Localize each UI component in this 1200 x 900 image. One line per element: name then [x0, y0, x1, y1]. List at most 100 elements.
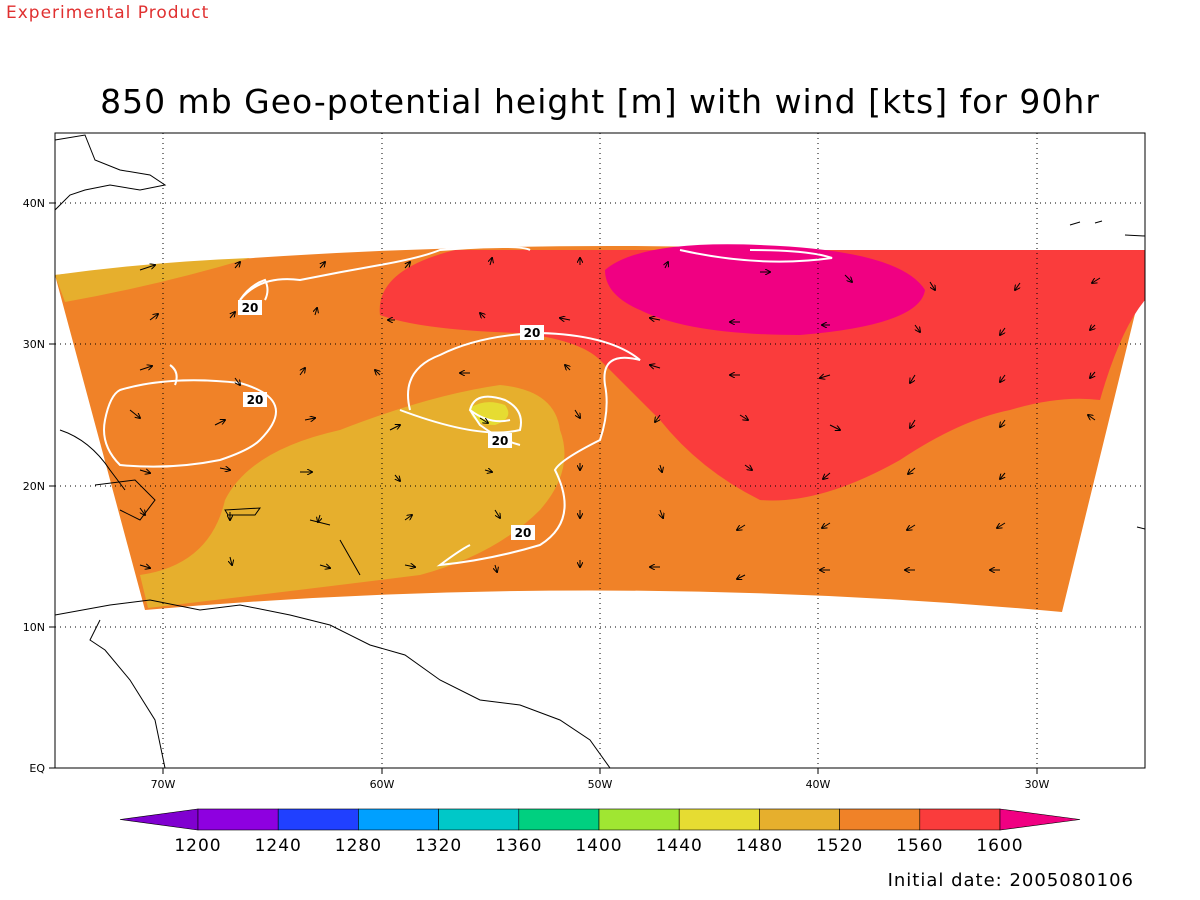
colorbar-swatch	[438, 808, 520, 831]
height-field-1600	[379, 250, 1145, 501]
wind-arrow	[495, 564, 497, 572]
wind-arrow	[660, 509, 663, 518]
colorbar-swatch	[197, 808, 279, 831]
wind-arrow	[389, 425, 400, 431]
wind-arrow	[997, 522, 1006, 528]
wind-vectors	[129, 258, 1101, 579]
colorbar-level-label: 1400	[575, 836, 622, 856]
colorbar-arrow-low	[119, 808, 199, 831]
lon-tick-label: 60W	[370, 778, 395, 791]
wind-arrow	[299, 368, 305, 376]
wind-arrow	[484, 470, 492, 472]
wind-arrow	[565, 365, 570, 370]
wind-arrow	[1088, 415, 1096, 421]
wind-arrow	[139, 470, 150, 473]
wind-arrow	[1090, 325, 1095, 330]
wind-arrow	[650, 318, 661, 320]
wind-arrow	[480, 313, 485, 318]
coast-caribbean-islands	[59, 429, 361, 576]
colorbar-swatch	[759, 808, 840, 831]
wind-arrow	[650, 365, 661, 368]
lon-tick-label: 70W	[151, 778, 176, 791]
wind-arrow	[914, 324, 920, 332]
wind-arrow	[1000, 374, 1006, 382]
wind-arrow	[1092, 277, 1101, 283]
wind-arrow	[214, 420, 225, 426]
colorbar: 1200 1240 1280 1320 1360 1400 1440 1480 1520 1560…	[119, 808, 1081, 856]
wind-arrow	[907, 524, 916, 530]
wind-arrow	[1000, 327, 1006, 335]
wind-arrow	[494, 509, 500, 518]
wind-arrow	[908, 467, 916, 474]
wind-arrow	[910, 419, 916, 428]
colorbar-level-label: 1480	[736, 836, 783, 856]
wind-arrow	[744, 464, 752, 470]
wind-arrow	[823, 472, 831, 479]
coastlines	[55, 134, 1145, 768]
wind-arrow	[655, 414, 661, 422]
lat-tick-label: 40N	[23, 197, 45, 210]
colorbar-arrow-high	[999, 808, 1081, 831]
lon-tick-label: 30W	[1025, 778, 1050, 791]
wind-arrow	[829, 424, 840, 430]
wind-arrow	[129, 409, 140, 418]
colorbar-level-label: 1440	[656, 836, 703, 856]
wind-arrow	[304, 418, 315, 420]
wind-arrow	[230, 312, 235, 319]
colorbar-level-label: 1360	[495, 836, 542, 856]
wind-arrow	[844, 274, 852, 282]
contour-label-group: 20 20 20 20 20	[238, 300, 544, 540]
lat-tick-label: 20N	[23, 480, 45, 493]
wind-arrow	[235, 262, 240, 269]
colorbar-swatch	[358, 808, 439, 831]
coast-north-america	[55, 134, 167, 211]
wind-arrow	[375, 370, 380, 375]
axis-ticks	[49, 202, 1038, 774]
lat-lon-grid	[55, 133, 1145, 768]
wind-arrow	[404, 565, 415, 567]
wind-arrow	[234, 377, 240, 385]
lat-tick-label: 30N	[23, 338, 45, 351]
product-label: Experimental Product	[6, 3, 210, 23]
wind-arrow	[319, 565, 330, 568]
height-field-1640	[605, 244, 925, 335]
colorbar-swatch	[598, 808, 680, 831]
wind-arrow	[404, 515, 412, 521]
map-plot-area: 20 20 20 20 20	[55, 133, 1145, 768]
wind-arrow	[820, 375, 831, 378]
contour-label: 20	[515, 526, 532, 540]
colorbar-swatch	[839, 808, 921, 831]
height-field-1520-west	[55, 258, 250, 302]
contour-label: 20	[524, 326, 541, 340]
wind-arrow	[1015, 282, 1021, 290]
colorbar-level-label: 1520	[816, 836, 863, 856]
wind-arrow	[139, 366, 152, 371]
contour-label: 20	[242, 301, 259, 315]
colorbar-level-label: 1200	[174, 836, 221, 856]
wind-arrow	[149, 314, 158, 321]
wind-arrow	[219, 468, 230, 470]
lon-tick-label: 50W	[588, 778, 613, 791]
wind-arrow	[318, 514, 320, 522]
map-title: 850 mb Geo-potential height [m] with win…	[100, 82, 1100, 121]
wind-arrow	[405, 262, 410, 269]
coast-south-america	[55, 599, 611, 768]
wind-arrow	[139, 565, 150, 568]
colorbar-level-label: 1320	[415, 836, 462, 856]
colorbar-level-label: 1280	[335, 836, 382, 856]
colorbar-level-label: 1240	[255, 836, 302, 856]
lon-tick-label: 40W	[806, 778, 831, 791]
wind-arrow	[737, 524, 746, 530]
wind-arrow	[1000, 419, 1006, 427]
contour-label: 20	[247, 393, 264, 407]
colorbar-swatch	[518, 808, 600, 831]
wind-arrow	[479, 417, 488, 423]
colorbar-swatch	[919, 808, 1001, 831]
wind-arrow	[739, 414, 748, 420]
wind-arrow	[737, 575, 746, 579]
colorbar-swatch	[277, 808, 359, 831]
colorbar-level-label: 1560	[896, 836, 943, 856]
lat-tick-label: EQ	[29, 762, 45, 775]
initial-date: Initial date: 2005080106	[887, 870, 1134, 891]
